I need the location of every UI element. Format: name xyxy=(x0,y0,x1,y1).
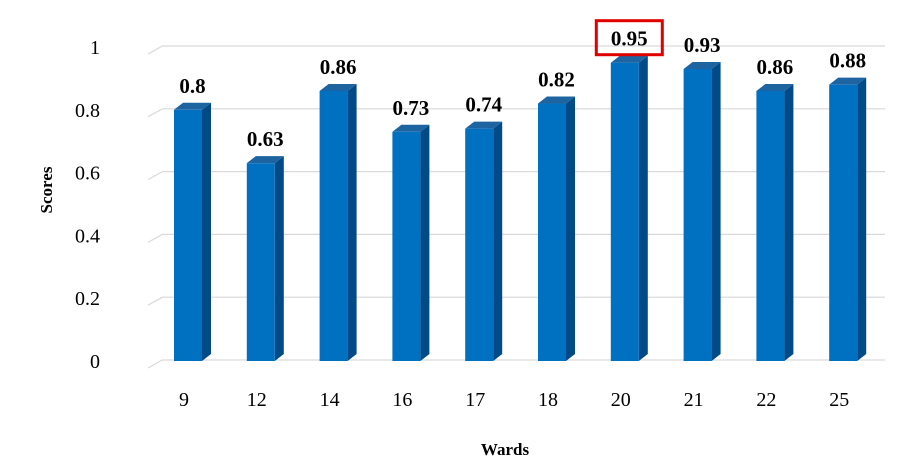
bar-top-face xyxy=(174,102,211,110)
data-label: 0.93 xyxy=(684,33,721,57)
data-label: 0.8 xyxy=(179,74,205,98)
bar-top-face xyxy=(246,156,284,164)
bar-17 xyxy=(465,121,503,361)
bar-top-face xyxy=(683,61,721,69)
data-label: 0.74 xyxy=(465,93,502,117)
bar-16 xyxy=(392,124,430,361)
bar-front-face xyxy=(319,90,348,362)
bar-top-face xyxy=(465,121,503,129)
x-tick-label: 25 xyxy=(829,389,849,411)
bar-front-face xyxy=(756,90,785,362)
bar-front-face xyxy=(683,68,712,361)
x-tick-label: 22 xyxy=(756,389,776,411)
bar-front-face xyxy=(610,62,639,361)
gridlines xyxy=(147,45,885,369)
bar-front-face xyxy=(246,163,275,361)
x-tick-label: 12 xyxy=(247,389,267,411)
bar-top-face xyxy=(319,83,357,91)
bar-top-face xyxy=(756,83,794,91)
bar-front-face xyxy=(392,131,421,361)
x-tick-label: 20 xyxy=(611,389,631,411)
bar-side-face xyxy=(347,83,357,362)
bar-side-face xyxy=(711,61,721,361)
bar-12 xyxy=(246,156,284,361)
data-label: 0.73 xyxy=(393,96,430,120)
y-tick-label: 0.4 xyxy=(75,225,100,247)
bar-front-face xyxy=(538,103,566,362)
x-tick-label: 21 xyxy=(684,389,704,411)
y-tick-label: 0.8 xyxy=(75,100,100,122)
bar-top-face xyxy=(392,124,430,132)
x-axis-ticks: 9 12 14 16 17 18 20 21 22 25 xyxy=(179,389,849,411)
bar-front-face xyxy=(465,128,494,361)
bar-9 xyxy=(174,102,211,362)
x-tick-label: 16 xyxy=(392,389,412,411)
bar-side-face xyxy=(274,156,284,361)
y-tick-label: 1 xyxy=(90,37,100,59)
y-tick-label: 0 xyxy=(90,351,100,373)
bar-25 xyxy=(829,77,867,362)
data-label: 0.86 xyxy=(757,55,794,79)
bar-14 xyxy=(319,83,357,362)
bar-top-face xyxy=(538,96,575,104)
x-axis-title: Wards xyxy=(481,440,530,459)
y-tick-label: 0.6 xyxy=(75,163,100,185)
data-label: 0.86 xyxy=(320,55,357,79)
data-label: 0.95 xyxy=(611,27,648,51)
data-label: 0.63 xyxy=(247,127,284,151)
data-label: 0.82 xyxy=(538,68,575,92)
x-tick-label: 14 xyxy=(320,389,340,411)
bar-21 xyxy=(683,61,721,361)
bar-side-face xyxy=(566,96,575,362)
highlight-box xyxy=(594,19,664,57)
data-label: 0.88 xyxy=(829,49,866,73)
bar-front-face xyxy=(829,84,858,362)
bar-22 xyxy=(756,83,794,362)
bars xyxy=(174,55,867,362)
gridline xyxy=(147,45,885,55)
bar-side-face xyxy=(638,55,648,361)
bar-top-face xyxy=(829,77,867,85)
bar-side-face xyxy=(202,102,211,362)
gridline xyxy=(147,359,885,369)
y-axis-title: Scores xyxy=(37,166,56,213)
bar-side-face xyxy=(420,124,430,361)
bar-front-face xyxy=(174,109,202,361)
x-tick-label: 9 xyxy=(179,389,189,411)
data-labels: 0.8 0.63 0.86 0.73 0.74 0.82 0.95 0.93 0.86 0.88 xyxy=(179,19,866,151)
x-tick-label: 17 xyxy=(465,389,485,411)
bar-side-face xyxy=(857,77,867,362)
bar-18 xyxy=(538,96,575,362)
y-tick-label: 0.2 xyxy=(75,288,100,310)
y-axis-ticks: 0 0.2 0.4 0.6 0.8 1 xyxy=(75,37,100,373)
x-tick-label: 18 xyxy=(538,389,558,411)
bar-20 xyxy=(610,55,648,361)
bar-top-face xyxy=(610,55,648,63)
bar-side-face xyxy=(493,121,503,361)
bar-side-face xyxy=(784,83,794,362)
